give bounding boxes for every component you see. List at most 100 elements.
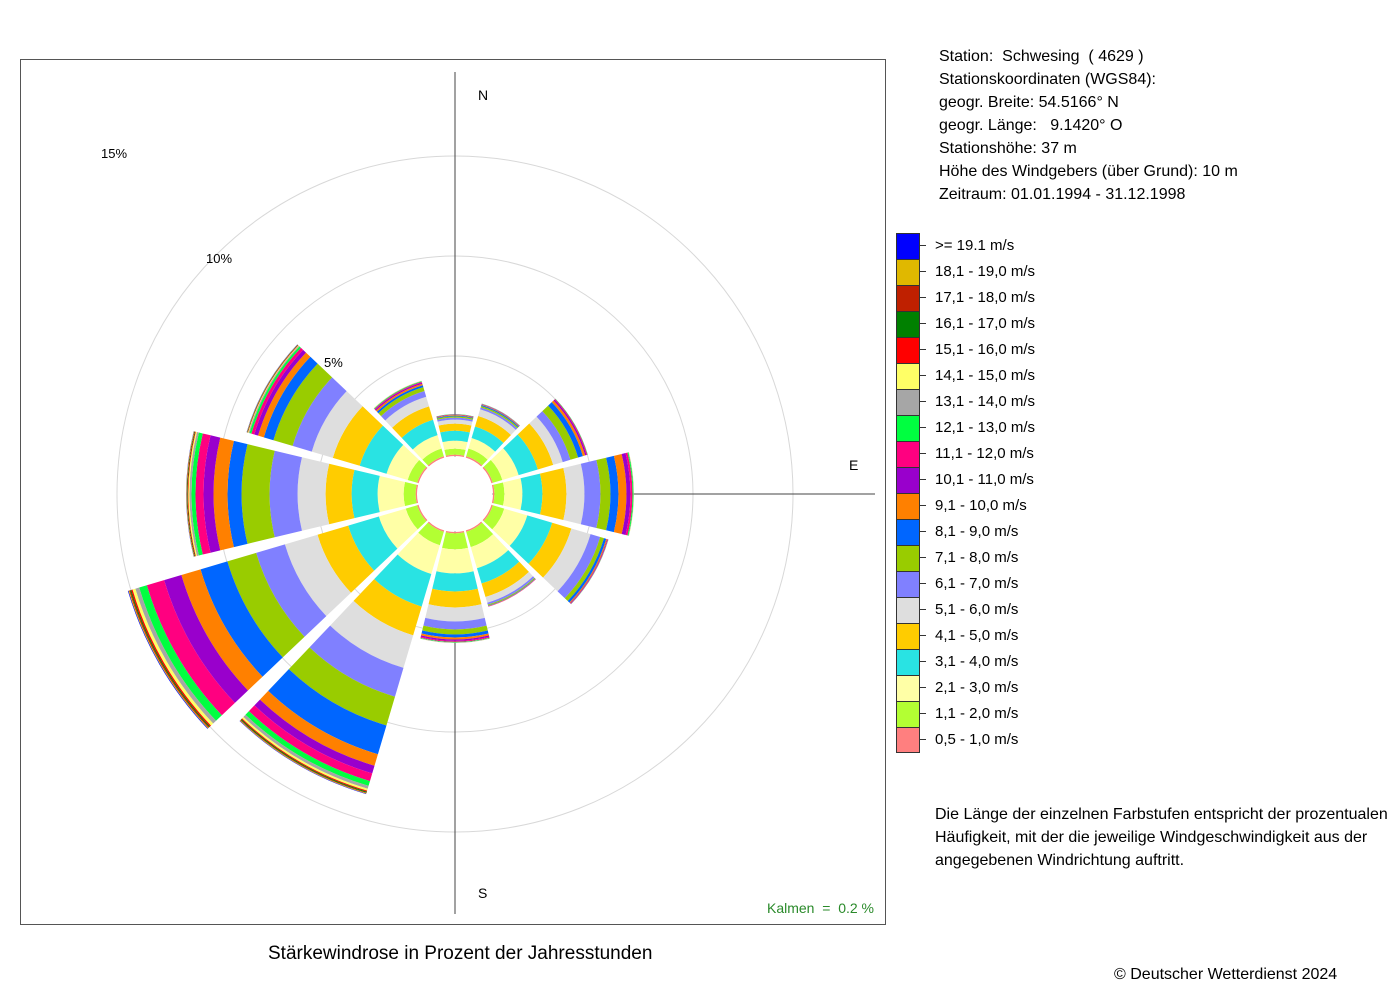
- wind-segment-90deg-class-11: [625, 452, 633, 536]
- wind-segment-270deg-class-14: [188, 431, 197, 557]
- legend-swatch: [896, 623, 920, 649]
- wind-segment-60deg-class-3: [503, 434, 538, 476]
- wind-segment-240deg-class-1: [405, 505, 427, 530]
- wind-segment-240deg-class-8: [200, 561, 283, 677]
- legend-label: 4,1 - 5,0 m/s: [935, 627, 1019, 644]
- legend-swatch: [896, 649, 920, 675]
- wind-segment-270deg-class-17: [186, 431, 195, 557]
- legend-item: 5,1 - 6,0 m/s: [896, 597, 1296, 623]
- wind-segment-330deg-class-7: [378, 387, 425, 417]
- station-info-line: Höhe des Windgebers (über Grund): 10 m: [939, 163, 1238, 180]
- wind-segment-270deg-class-0: [415, 484, 419, 504]
- legend-label: 18,1 - 19,0 m/s: [935, 263, 1036, 280]
- wind-segment-150deg-class-6: [487, 576, 535, 605]
- copyright: © Deutscher Wetterdienst 2024: [1114, 966, 1338, 983]
- legend-item: 16,1 - 17,0 m/s: [896, 311, 1296, 337]
- legend-swatch: [896, 259, 920, 285]
- wind-segment-60deg-class-8: [548, 402, 583, 458]
- wind-segment-90deg-class-4: [539, 467, 567, 521]
- legend-swatch: [896, 701, 920, 727]
- wind-segment-240deg-class-7: [227, 552, 305, 658]
- station-info-line: Station: Schwesing ( 4629 ): [939, 48, 1144, 65]
- wind-segment-210deg-class-8: [268, 669, 387, 755]
- legend-tick: [920, 505, 926, 506]
- legend-tick: [920, 739, 926, 740]
- wind-segment-240deg-class-10: [164, 575, 248, 703]
- wind-segment-90deg-class-0: [491, 484, 495, 504]
- legend-label: 8,1 - 9,0 m/s: [935, 523, 1019, 540]
- legend-tick: [920, 557, 926, 558]
- wind-segment-240deg-class-0: [417, 504, 428, 522]
- wind-segment-90deg-class-13: [628, 452, 634, 536]
- wind-segment-30deg-class-2: [468, 438, 496, 460]
- wind-segment-270deg-class-1: [403, 482, 417, 506]
- wind-segment-180deg-class-14: [420, 638, 490, 643]
- wind-segment-240deg-class-3: [348, 516, 398, 571]
- legend-label: 15,1 - 16,0 m/s: [935, 341, 1036, 358]
- legend-swatch: [896, 493, 920, 519]
- legend-label: 1,1 - 2,0 m/s: [935, 705, 1019, 722]
- wind-segment-240deg-class-9: [181, 569, 263, 691]
- wind-segment-150deg-class-3: [476, 550, 520, 584]
- legend-label: >= 19.1 m/s: [935, 237, 1015, 254]
- wind-rose-chart: 5% 10% 15% N E S: [101, 72, 875, 914]
- wind-segment-150deg-class-2: [470, 534, 509, 569]
- wind-segment-0deg-class-7: [436, 416, 474, 420]
- legend-note: Die Länge der einzelnen Farbstufen entsp…: [935, 806, 1388, 869]
- wind-segment-0deg-class-0: [445, 454, 465, 458]
- wind-segment-270deg-class-11: [195, 433, 211, 555]
- wind-segment-300deg-class-3: [359, 425, 404, 474]
- legend-swatch: [896, 519, 920, 545]
- wind-segment-60deg-class-6: [536, 411, 571, 463]
- calm-percentage: Kalmen = 0.2 %: [767, 900, 875, 916]
- legend-label: 7,1 - 8,0 m/s: [935, 549, 1019, 566]
- legend-tick: [920, 531, 926, 532]
- wind-segment-60deg-class-7: [542, 405, 579, 460]
- wind-segment-90deg-class-1: [493, 482, 505, 506]
- legend-tick: [920, 349, 926, 350]
- legend-tick: [920, 375, 926, 376]
- legend-item: 12,1 - 13,0 m/s: [896, 415, 1296, 441]
- wind-segment-210deg-class-3: [374, 554, 432, 607]
- wind-segment-180deg-class-7: [422, 625, 488, 635]
- legend-tick: [920, 609, 926, 610]
- legend-swatch: [896, 311, 920, 337]
- legend-tick: [920, 453, 926, 454]
- wind-segment-330deg-class-0: [427, 456, 445, 467]
- wind-segment-270deg-class-18: [186, 431, 195, 557]
- ring-label: 10%: [206, 251, 232, 266]
- wind-segment-0deg-class-8: [436, 415, 474, 419]
- wind-segment-60deg-class-4: [517, 423, 554, 470]
- wind-segment-180deg-class-0: [445, 530, 465, 534]
- station-info-line: geogr. Breite: 54.5166° N: [939, 94, 1119, 111]
- wind-segment-0deg-class-2: [442, 440, 468, 450]
- legend-swatch: [896, 415, 920, 441]
- wind-segment-90deg-class-5: [563, 463, 585, 525]
- direction-label-east: E: [849, 457, 858, 473]
- wind-segment-30deg-class-7: [480, 405, 519, 429]
- direction-label-north: N: [478, 87, 488, 103]
- legend-swatch: [896, 233, 920, 259]
- wind-segment-270deg-class-15: [187, 431, 196, 557]
- wind-segment-0deg-class-5: [437, 419, 473, 426]
- wind-segment-0deg-class-3: [440, 430, 470, 443]
- legend-item: 0,5 - 1,0 m/s: [896, 727, 1296, 753]
- legend-label: 13,1 - 14,0 m/s: [935, 393, 1036, 410]
- direction-label-south: S: [478, 885, 487, 901]
- legend-label: 10,1 - 11,0 m/s: [935, 471, 1034, 488]
- legend-label: 17,1 - 18,0 m/s: [935, 289, 1036, 306]
- wind-segment-120deg-class-2: [492, 508, 528, 546]
- legend-item: 18,1 - 19,0 m/s: [896, 259, 1296, 285]
- wind-segment-180deg-class-13: [420, 638, 490, 643]
- wind-segment-270deg-class-10: [203, 435, 221, 553]
- wind-segment-180deg-class-6: [423, 617, 487, 630]
- wind-segment-270deg-class-19: [186, 431, 194, 557]
- wind-segment-0deg-class-1: [444, 448, 466, 456]
- wind-segment-210deg-class-11: [248, 705, 373, 782]
- legend-label: 14,1 - 15,0 m/s: [935, 367, 1036, 384]
- legend-swatch: [896, 363, 920, 389]
- wind-segment-330deg-class-5: [385, 396, 430, 428]
- legend-swatch: [896, 337, 920, 363]
- legend-item: 2,1 - 3,0 m/s: [896, 675, 1296, 701]
- legend-label: 9,1 - 10,0 m/s: [935, 497, 1027, 514]
